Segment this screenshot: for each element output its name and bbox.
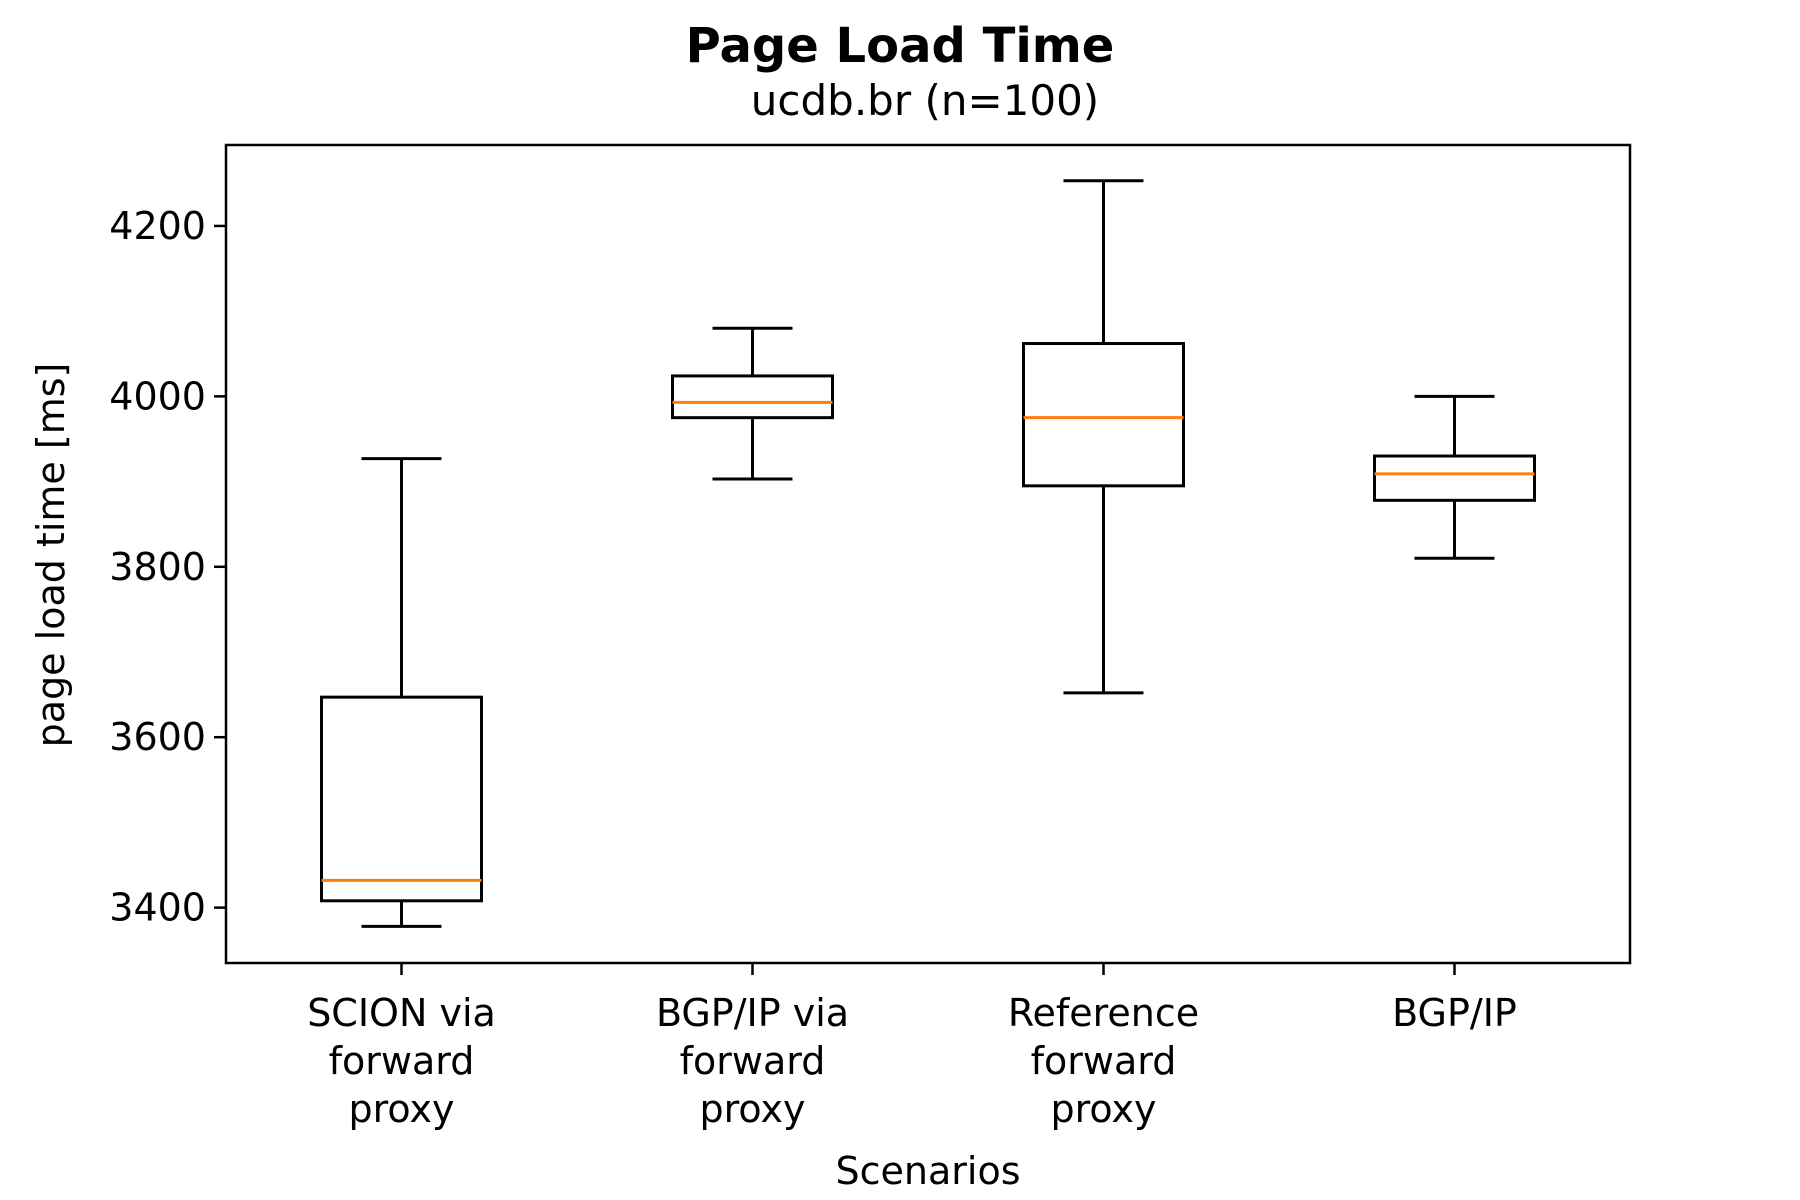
x-axis-label: Scenarios	[836, 1149, 1021, 1193]
x-tick-label: Reference forward proxy	[1008, 991, 1199, 1131]
iqr-box	[320, 695, 483, 903]
y-axis: 3400 3600 3800 4000 4200	[109, 204, 226, 930]
y-tick-label: 4000	[109, 374, 206, 418]
y-tick-label: 4200	[109, 204, 206, 248]
y-tick-label: 3600	[109, 715, 206, 759]
iqr-box	[1022, 342, 1185, 488]
y-axis-label: page load time [ms]	[29, 363, 73, 748]
x-axis: SCION via forward proxy BGP/IP via forward pr…	[307, 963, 1517, 1131]
box-group	[671, 326, 834, 481]
plot-frame	[224, 143, 1632, 965]
boxes	[320, 179, 1536, 928]
chart-title: Page Load Time	[686, 18, 1115, 74]
x-tick-label: SCION via forward proxy	[307, 991, 496, 1131]
iqr-box	[671, 374, 834, 420]
chart-subtitle: ucdb.br (n=100)	[751, 76, 1099, 125]
box-group	[320, 457, 483, 928]
x-tick-label: BGP/IP	[1392, 991, 1517, 1035]
y-tick-label: 3400	[109, 886, 206, 930]
iqr-box	[1373, 454, 1536, 502]
y-tick-label: 3800	[109, 545, 206, 589]
box-group	[1373, 394, 1536, 560]
x-tick-label: BGP/IP via forward proxy	[656, 991, 849, 1131]
box-group	[1022, 179, 1185, 695]
